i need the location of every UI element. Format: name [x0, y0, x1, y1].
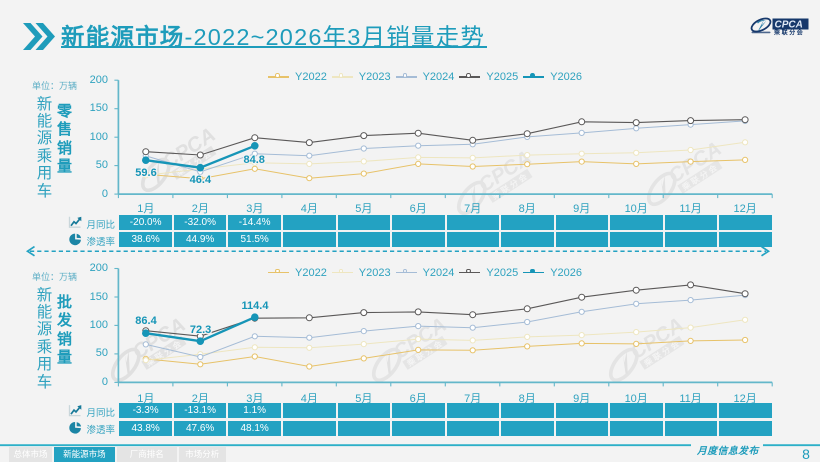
- svg-text:CPCA: CPCA: [775, 20, 803, 31]
- svg-text:乘联分会: 乘联分会: [773, 28, 804, 36]
